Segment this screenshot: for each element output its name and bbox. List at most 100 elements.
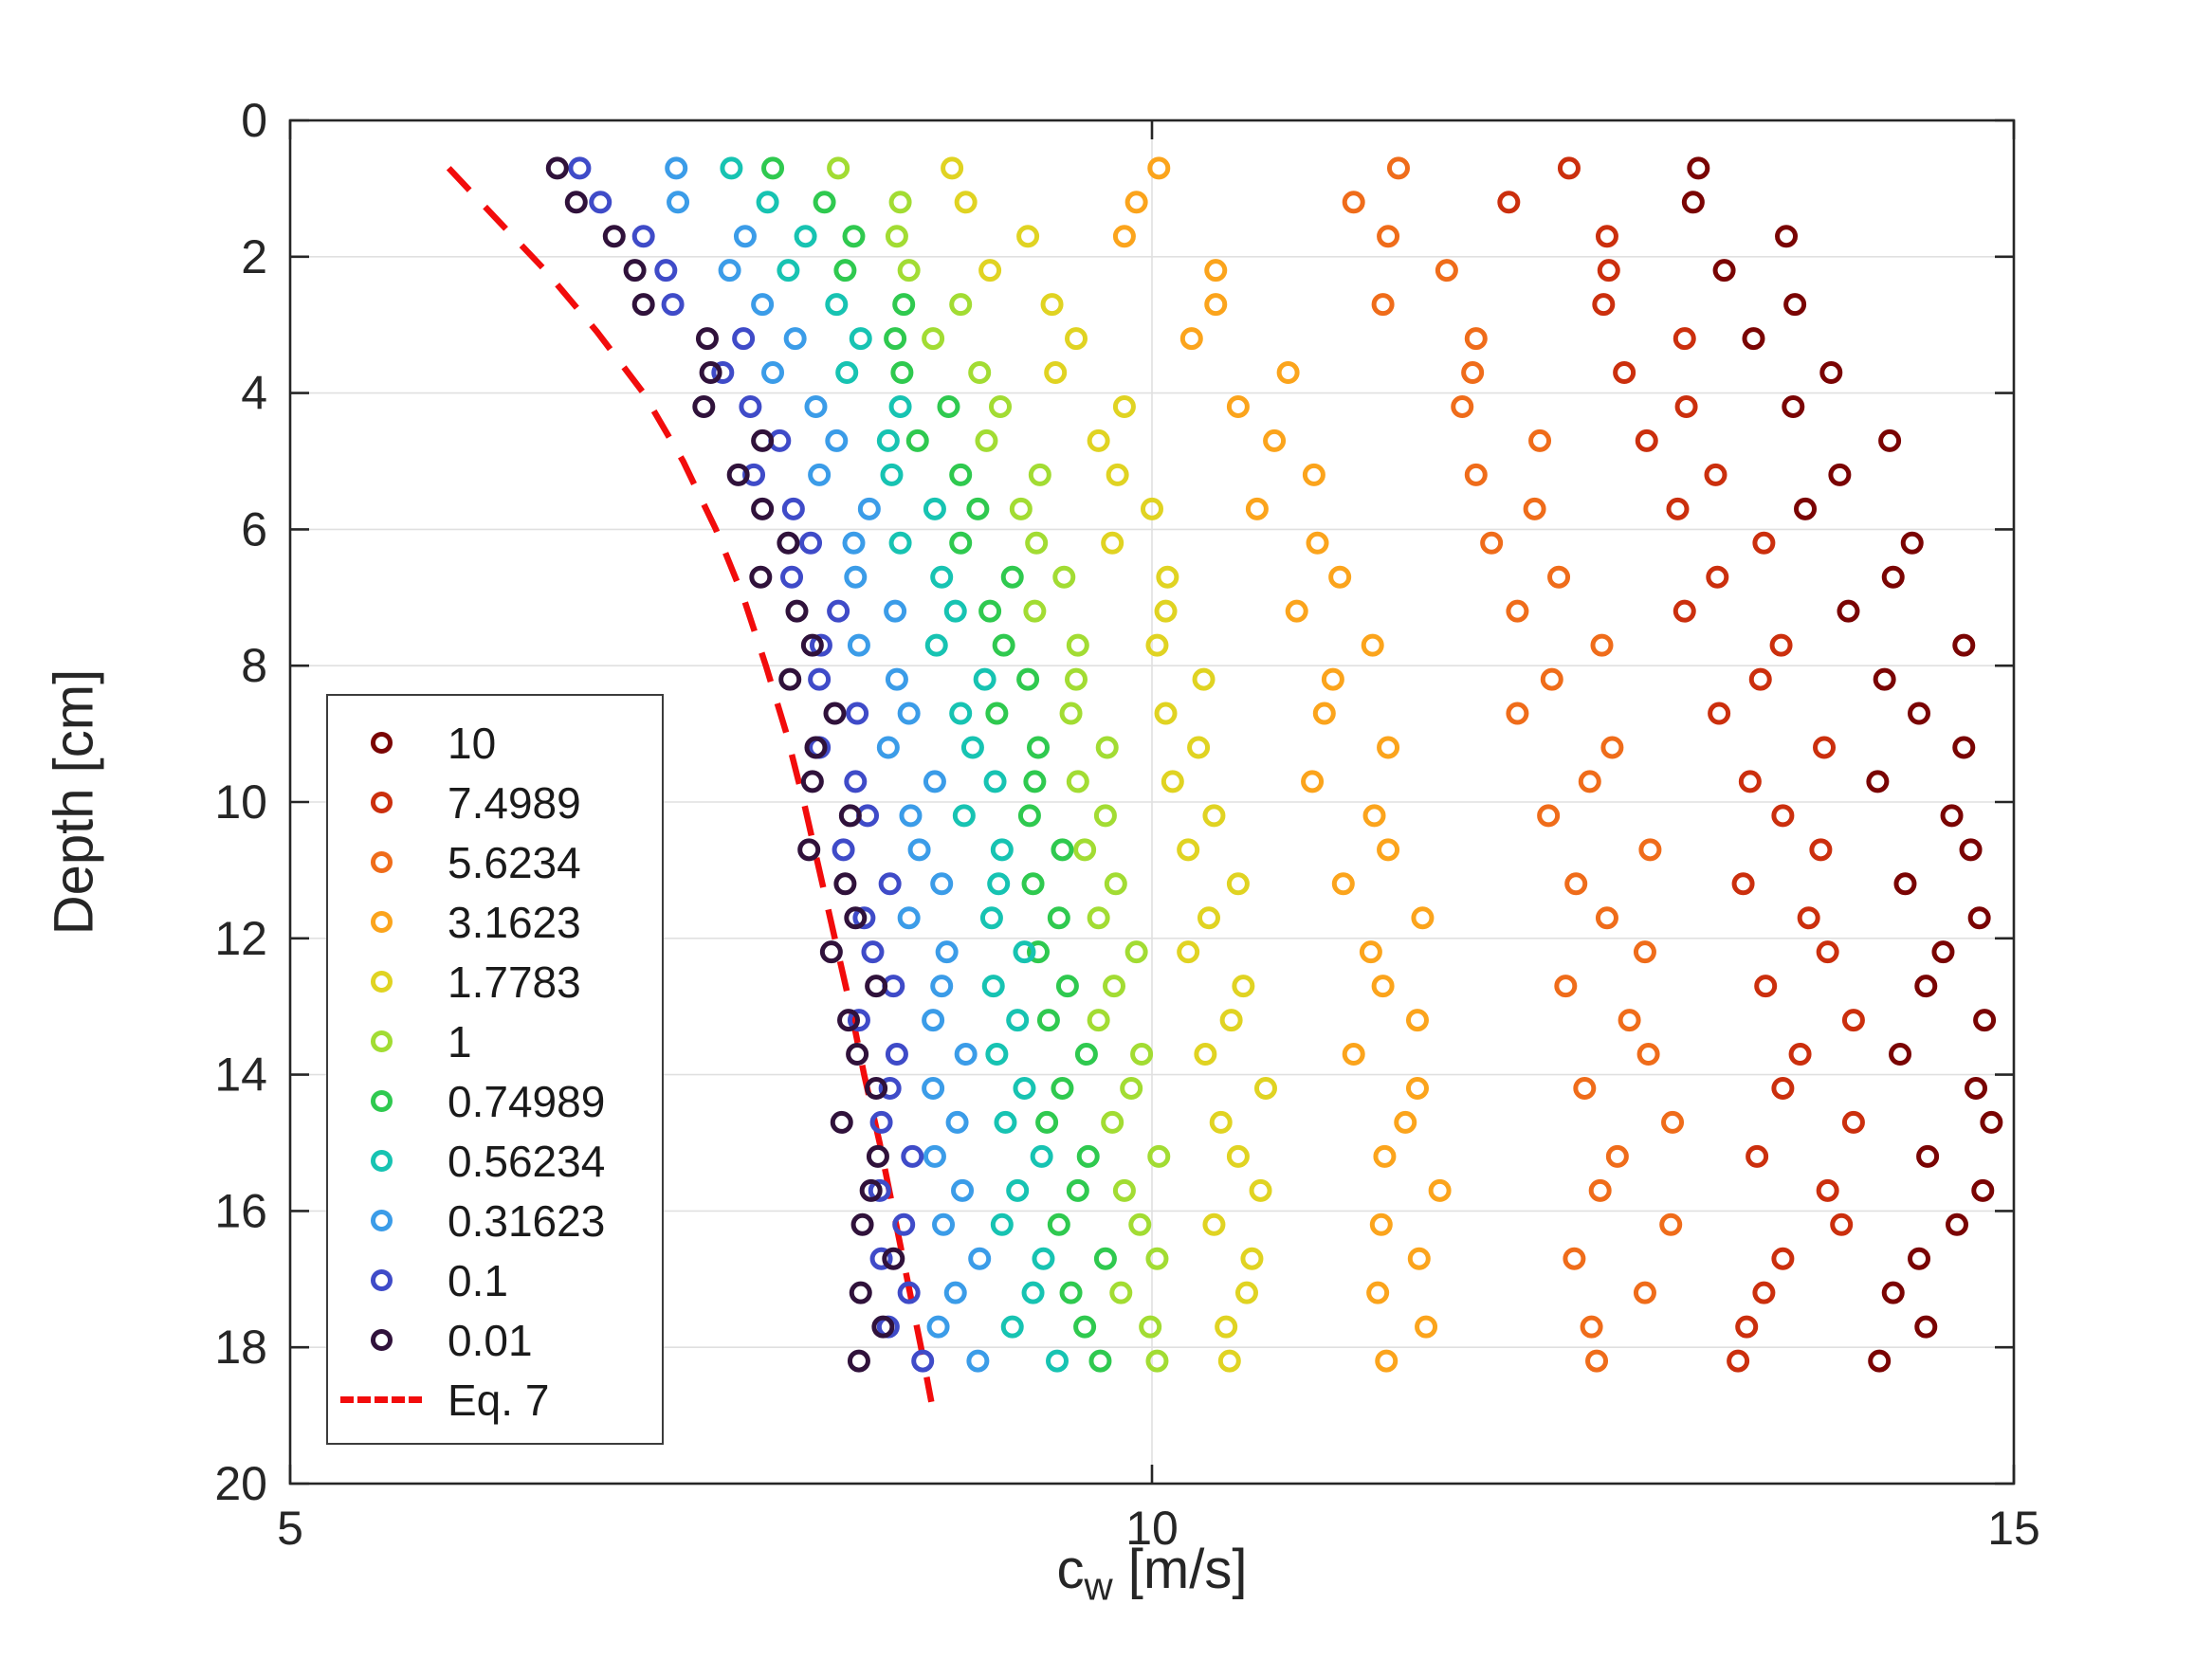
data-point: [869, 1247, 893, 1270]
data-point: [876, 736, 900, 759]
data-point: [1788, 1043, 1812, 1066]
data-point: [1742, 327, 1765, 351]
data-point: [733, 225, 757, 248]
data-point: [1051, 838, 1074, 862]
data-point: [1819, 361, 1843, 385]
data-point: [897, 906, 921, 930]
data-point: [1101, 531, 1124, 555]
series-1.7783: [941, 156, 1277, 1373]
data-point: [711, 361, 735, 385]
data-point: [804, 394, 828, 418]
data-point: [751, 428, 775, 452]
data-point: [667, 191, 690, 214]
data-point: [930, 872, 954, 896]
data-point: [945, 1110, 969, 1134]
data-point: [809, 633, 832, 657]
data-point: [949, 702, 973, 725]
legend-marker-wrap: [328, 911, 434, 933]
data-point: [1059, 1281, 1083, 1304]
legend-item: 1: [328, 1012, 662, 1071]
data-point: [922, 1009, 945, 1032]
data-point: [1712, 259, 1736, 283]
data-point: [888, 191, 912, 214]
y-axis-label: Depth [cm]: [43, 668, 105, 936]
series-0.56234: [720, 156, 1069, 1373]
data-point: [1916, 1144, 1940, 1168]
data-point: [1066, 633, 1089, 657]
legend-label: 1: [448, 1016, 472, 1066]
data-point: [1464, 327, 1488, 351]
data-point: [1066, 1178, 1089, 1202]
data-point: [1369, 1212, 1393, 1236]
data-point: [742, 463, 766, 486]
data-point: [885, 225, 908, 248]
legend-label: 0.31623: [448, 1195, 606, 1246]
data-point: [844, 906, 868, 930]
data-point: [781, 497, 805, 520]
data-point: [1540, 667, 1563, 691]
legend-marker-wrap: [328, 792, 434, 813]
data-point: [922, 327, 945, 351]
legend-label: 0.1: [448, 1255, 508, 1305]
y-tick-label: 16: [214, 1184, 267, 1237]
data-point: [911, 1349, 935, 1373]
series-10: [1681, 156, 2003, 1373]
y-tick-label: 14: [214, 1048, 267, 1102]
data-point: [880, 463, 904, 486]
data-point: [930, 565, 954, 589]
data-point: [1087, 428, 1110, 452]
data-point: [1704, 463, 1728, 486]
data-point: [930, 975, 954, 998]
data-point: [1285, 599, 1308, 623]
legend-circle-marker: [370, 1210, 393, 1231]
data-point: [847, 1009, 870, 1032]
data-point: [1592, 293, 1616, 317]
data-point: [990, 1212, 1014, 1236]
data-point: [830, 1110, 853, 1134]
data-point: [844, 770, 868, 793]
data-point: [1523, 497, 1546, 520]
legend-dashed-line-marker: [340, 1396, 422, 1403]
data-point: [1428, 1178, 1452, 1202]
data-point: [1104, 872, 1127, 896]
data-point: [720, 156, 743, 180]
data-point: [739, 394, 762, 418]
data-point: [1013, 1076, 1036, 1100]
data-point: [852, 906, 876, 930]
data-point: [1809, 838, 1833, 862]
data-point: [761, 156, 785, 180]
data-point: [1971, 1178, 1995, 1202]
data-point: [1940, 804, 1964, 828]
data-point: [1016, 667, 1040, 691]
data-point: [1908, 702, 1931, 725]
data-point: [1635, 428, 1658, 452]
data-point: [1497, 191, 1521, 214]
data-point: [1595, 906, 1618, 930]
data-point: [1752, 1281, 1776, 1304]
legend-item: 1.7783: [328, 952, 662, 1012]
data-point: [1009, 497, 1033, 520]
data-point: [1249, 1178, 1272, 1202]
data-point: [1226, 872, 1250, 896]
y-tick-label: 4: [241, 367, 267, 420]
data-point: [985, 1043, 1009, 1066]
data-point: [924, 633, 948, 657]
data-point: [1366, 1281, 1390, 1304]
data-point: [778, 667, 802, 691]
legend-circle-marker: [370, 851, 393, 873]
data-point: [1816, 1178, 1839, 1202]
data-point: [892, 1212, 916, 1236]
legend-circle-marker: [370, 792, 393, 813]
legend-circle-marker: [370, 1269, 393, 1291]
data-point: [1816, 940, 1839, 964]
data-point: [1480, 531, 1504, 555]
data-point: [1914, 1315, 1938, 1339]
data-point: [937, 394, 960, 418]
data-point: [777, 259, 800, 283]
data-point: [568, 156, 592, 180]
data-point: [951, 1178, 975, 1202]
data-point: [756, 191, 779, 214]
data-point: [823, 702, 847, 725]
data-point: [819, 940, 843, 964]
data-point: [1006, 1178, 1030, 1202]
